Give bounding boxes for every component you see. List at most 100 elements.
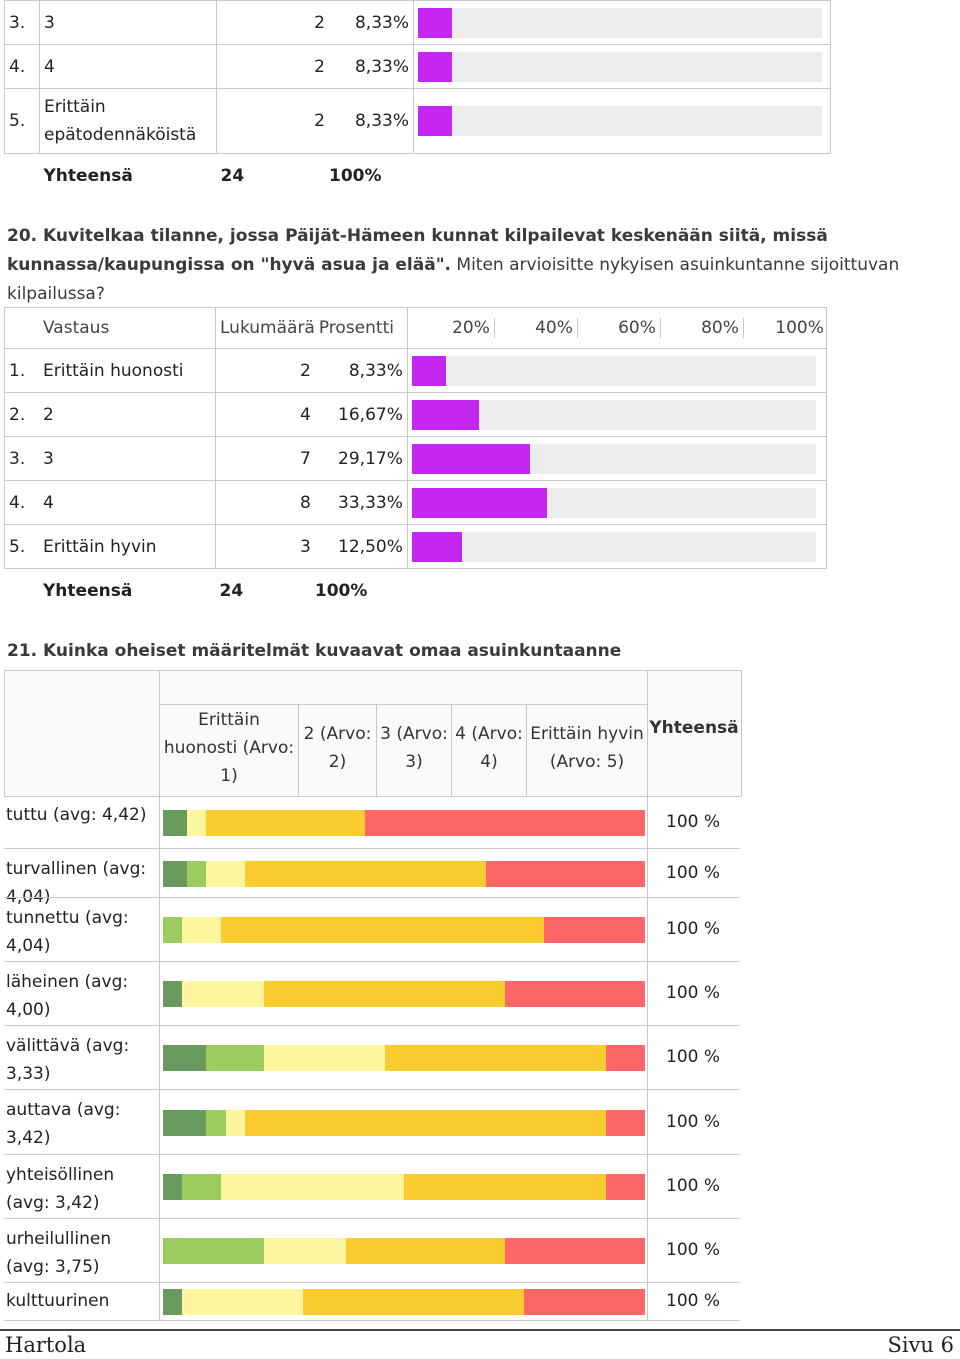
percent-bar xyxy=(418,51,452,82)
bar-segment-4 xyxy=(206,810,366,836)
matrix-row: välittävä (avg: 3,33) 100 % xyxy=(4,1025,740,1090)
stacked-bar xyxy=(163,1174,645,1200)
bar-segment-3 xyxy=(225,1110,245,1136)
row-total: 100 % xyxy=(666,983,721,1003)
percent-bar xyxy=(418,7,452,38)
column-header-3: 3 (Arvo: 3) xyxy=(380,724,448,772)
bar-segment-5 xyxy=(524,1289,645,1315)
answer-count: 3 xyxy=(214,524,315,569)
bar-segment-4 xyxy=(346,1238,506,1264)
bar-segment-1 xyxy=(163,981,183,1007)
bar-segment-4 xyxy=(264,981,506,1007)
answer-count: 2 xyxy=(214,348,315,393)
bar-segment-2 xyxy=(182,1174,221,1200)
tick-100: 100% xyxy=(775,318,824,338)
answer-percent: 8,33% xyxy=(314,348,408,393)
bar-segment-4 xyxy=(302,1289,525,1315)
bar-segment-4 xyxy=(403,1174,607,1200)
percent-bar-track xyxy=(418,106,822,136)
percent-bar-track xyxy=(411,355,816,386)
bar-segment-5 xyxy=(485,861,645,887)
row-total: 100 % xyxy=(666,863,721,883)
answer-label: 3 xyxy=(39,436,216,481)
matrix-row: läheinen (avg: 4,00) 100 % xyxy=(4,961,740,1026)
answer-count: 2 xyxy=(216,44,329,89)
bar-segment-2 xyxy=(206,1045,265,1071)
answer-label: Erittäin huonosti xyxy=(39,348,216,393)
bar-segment-5 xyxy=(606,1110,645,1136)
row-label: urheilullinen (avg: 3,75) xyxy=(6,1229,112,1277)
bar-segment-3 xyxy=(182,917,221,943)
bar-segment-1 xyxy=(163,1174,183,1200)
row-number: 3. xyxy=(4,436,39,481)
row-total: 100 % xyxy=(666,1291,721,1311)
answer-count: 4 xyxy=(214,392,315,437)
percent-bar-track xyxy=(411,399,816,430)
answer-percent: 8,33% xyxy=(329,44,414,89)
total-label: Yhteensä xyxy=(43,165,133,186)
tick-40: 40% xyxy=(495,318,578,338)
stacked-bar xyxy=(163,981,645,1007)
matrix-row: tunnettu (avg: 4,04) 100 % xyxy=(4,897,740,962)
header-count: Lukumäärä xyxy=(214,307,315,349)
answer-count: 8 xyxy=(214,480,315,525)
header-answer: Vastaus xyxy=(39,307,216,349)
percent-bar xyxy=(411,399,480,430)
answer-count: 2 xyxy=(216,88,329,154)
page-footer: Hartola Sivu 6 xyxy=(0,1329,960,1359)
bar-segment-4 xyxy=(244,1110,607,1136)
bar-segment-2 xyxy=(163,917,183,943)
bar-segment-5 xyxy=(606,1174,645,1200)
stacked-bar xyxy=(163,861,645,887)
bar-segment-4 xyxy=(220,917,544,943)
bar-segment-5 xyxy=(365,810,645,836)
percent-bar-track xyxy=(411,443,816,474)
row-label: kulttuurinen xyxy=(6,1291,110,1311)
bar-segment-1 xyxy=(163,810,188,836)
row-label: yhteisöllinen (avg: 3,42) xyxy=(6,1165,115,1213)
row-label: läheinen (avg: 4,00) xyxy=(6,972,129,1020)
total-percent: 100% xyxy=(314,580,368,601)
answer-percent: 8,33% xyxy=(329,0,414,45)
bar-segment-3 xyxy=(220,1174,404,1200)
tick-60: 60% xyxy=(578,318,661,338)
row-number: 3. xyxy=(4,0,40,45)
total-count: 24 xyxy=(220,165,245,186)
percent-bar xyxy=(411,487,547,518)
bar-segment-2 xyxy=(163,1238,265,1264)
answer-label: 4 xyxy=(39,44,217,89)
percent-bar xyxy=(411,443,530,474)
footer-page-number: Sivu 6 xyxy=(887,1333,954,1357)
column-header-1: Erittäin huonosti (Arvo: 1) xyxy=(163,710,295,786)
bar-segment-4 xyxy=(384,1045,607,1071)
bar-segment-3 xyxy=(182,1289,303,1315)
bar-segment-2 xyxy=(187,861,207,887)
matrix-row: yhteisöllinen (avg: 3,42) 100 % xyxy=(4,1154,740,1219)
matrix-row: urheilullinen (avg: 3,75) 100 % xyxy=(4,1218,740,1283)
row-total: 100 % xyxy=(666,919,721,939)
stacked-bar xyxy=(163,917,645,943)
footer-municipality: Hartola xyxy=(5,1333,87,1357)
tick-80: 80% xyxy=(661,318,744,338)
answer-percent: 33,33% xyxy=(314,480,408,525)
bar-segment-4 xyxy=(244,861,486,887)
bar-segment-5 xyxy=(505,981,645,1007)
bar-segment-5 xyxy=(505,1238,645,1264)
total-percent: 100% xyxy=(329,165,382,186)
answer-percent: 16,67% xyxy=(314,392,408,437)
row-label: tunnettu (avg: 4,04) xyxy=(6,908,129,956)
bar-segment-1 xyxy=(163,1045,207,1071)
percent-bar-track xyxy=(411,531,816,562)
stacked-bar xyxy=(163,1238,645,1264)
percent-bar xyxy=(418,106,452,136)
row-label: välittävä (avg: 3,33) xyxy=(6,1036,130,1084)
bar-segment-3 xyxy=(182,981,265,1007)
answer-label: 3 xyxy=(39,0,217,45)
bar-segment-2 xyxy=(206,1110,226,1136)
answer-count: 2 xyxy=(216,0,329,45)
column-header-total: Yhteensä xyxy=(649,718,739,738)
answer-label: 2 xyxy=(39,392,216,437)
percent-bar xyxy=(411,355,446,386)
column-header-4: 4 (Arvo: 4) xyxy=(455,724,523,772)
matrix-row: auttava (avg: 3,42) 100 % xyxy=(4,1089,740,1155)
